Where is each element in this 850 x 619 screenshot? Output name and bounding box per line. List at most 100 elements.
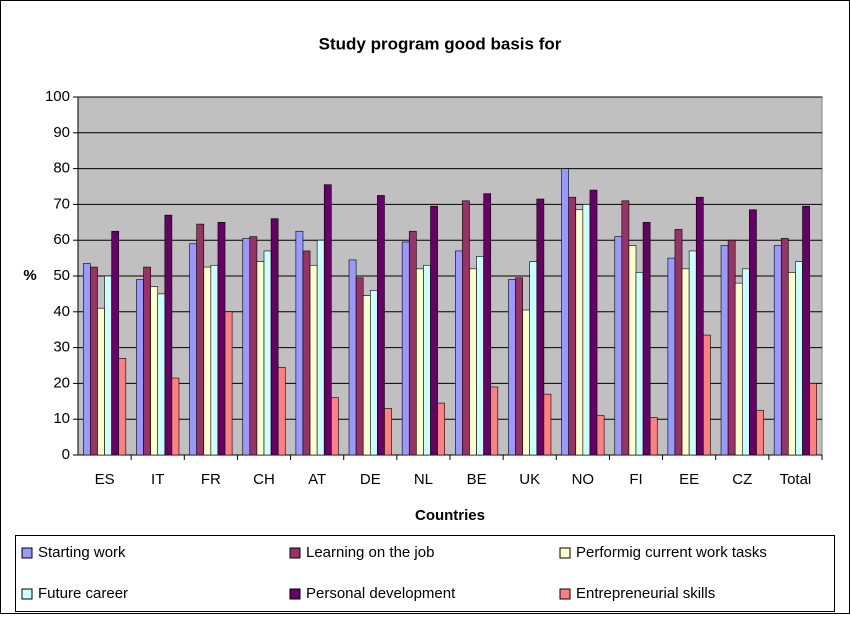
bar: [97, 307, 105, 456]
bar: [703, 334, 711, 456]
bar: [455, 250, 463, 456]
legend-swatch: [289, 547, 301, 559]
bar: [795, 261, 803, 456]
bar: [90, 266, 98, 456]
bar: [362, 295, 371, 456]
bar: [437, 402, 445, 456]
bar: [628, 245, 637, 456]
bar: [143, 266, 151, 456]
bar: [462, 200, 470, 456]
legend-label: Future career: [38, 585, 128, 602]
bar: [483, 193, 492, 456]
bar: [331, 397, 339, 456]
x-tick-label: UK: [519, 471, 540, 488]
bar: [263, 250, 272, 456]
y-axis-label: %: [23, 267, 36, 284]
bar: [136, 279, 144, 456]
bar: [224, 311, 233, 456]
bar: [614, 236, 623, 456]
bar: [575, 209, 584, 456]
y-tick-label: 80: [53, 160, 70, 177]
x-tick-label: NO: [572, 471, 595, 488]
bar: [635, 272, 644, 456]
bar: [490, 386, 499, 456]
bar: [369, 290, 378, 456]
legend-label: Learning on the job: [306, 544, 434, 561]
bar: [104, 275, 112, 456]
bar: [749, 209, 757, 456]
bar: [621, 200, 630, 456]
bar: [674, 229, 683, 456]
bar: [111, 230, 120, 456]
y-tick-label: 10: [53, 410, 70, 427]
bar: [515, 277, 523, 456]
legend-swatch: [21, 547, 33, 559]
bar: [667, 257, 676, 456]
bar: [164, 214, 173, 456]
bar: [642, 222, 651, 456]
bar: [681, 268, 690, 456]
bar: [720, 245, 729, 456]
x-tick-label: NL: [414, 471, 433, 488]
x-tick-label: FR: [201, 471, 221, 488]
legend-swatch: [559, 547, 571, 559]
y-tick-label: 20: [53, 374, 70, 391]
bar: [323, 184, 332, 456]
bar: [788, 272, 796, 456]
bar: [83, 263, 91, 456]
bar: [401, 241, 410, 456]
y-tick-label: 40: [53, 303, 70, 320]
bar: [727, 239, 736, 456]
bar: [189, 243, 197, 456]
bar: [118, 358, 127, 456]
bar: [384, 408, 392, 456]
bar: [348, 259, 357, 456]
bar: [249, 236, 258, 456]
bar: [529, 261, 538, 456]
bar: [773, 245, 782, 456]
x-tick-label: DE: [360, 471, 381, 488]
bar: [596, 415, 605, 456]
bar: [582, 204, 591, 456]
bar: [171, 377, 180, 456]
bar: [741, 268, 750, 456]
legend-label: Entrepreneurial skills: [576, 585, 715, 602]
bar: [561, 168, 569, 456]
x-tick-label: BE: [467, 471, 487, 488]
y-tick-label: 90: [53, 124, 70, 141]
bar: [568, 196, 577, 456]
x-tick-label: CZ: [732, 471, 752, 488]
bar: [469, 268, 477, 456]
bar: [203, 266, 212, 456]
bar: [734, 282, 743, 456]
bar: [423, 264, 431, 456]
bar: [157, 293, 166, 456]
bar: [780, 238, 789, 456]
y-tick-label: 100: [45, 88, 70, 105]
x-tick-label: CH: [253, 471, 275, 488]
y-tick-label: 70: [53, 195, 70, 212]
bar: [756, 409, 764, 456]
bar: [277, 366, 286, 456]
bar: [309, 264, 318, 456]
x-tick-label: Total: [780, 471, 812, 488]
legend-label: Personal development: [306, 585, 456, 602]
bar: [536, 198, 545, 456]
bar: [302, 250, 311, 456]
bar: [270, 218, 279, 456]
bar: [695, 196, 704, 456]
x-tick-label: IT: [151, 471, 164, 488]
bar: [476, 256, 484, 456]
bar: [355, 277, 364, 456]
bar: [210, 264, 219, 456]
y-tick-label: 30: [53, 339, 70, 356]
legend-swatch: [21, 588, 33, 600]
bar: [809, 383, 817, 456]
x-tick-label: EE: [679, 471, 699, 488]
x-tick-label: FI: [629, 471, 642, 488]
bar: [408, 230, 417, 456]
bar: [377, 195, 385, 456]
y-tick-label: 50: [53, 267, 70, 284]
bar: [150, 286, 159, 456]
